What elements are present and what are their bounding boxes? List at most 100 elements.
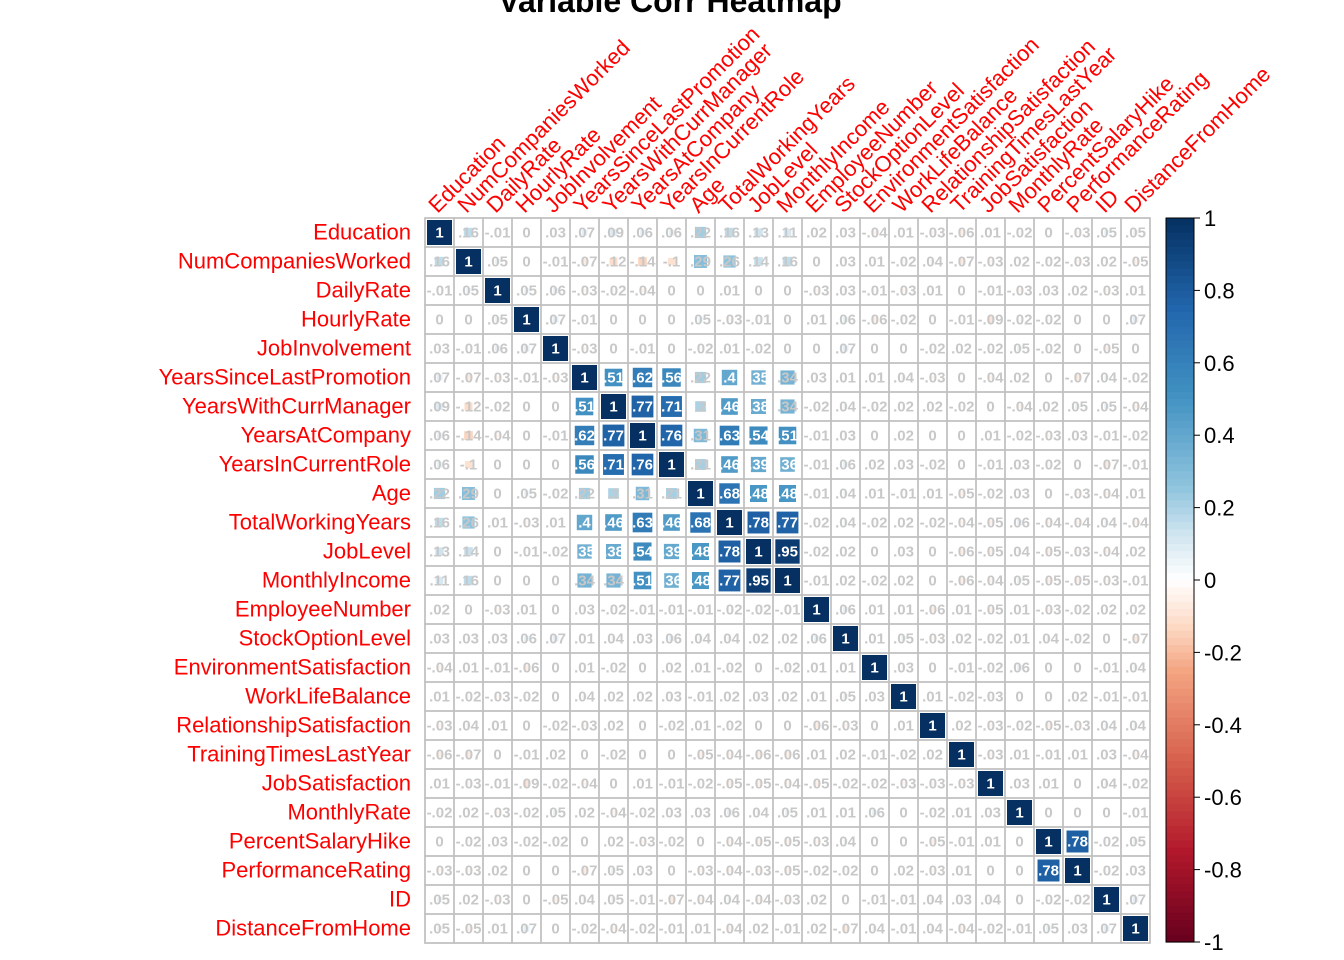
heatmap-cell (522, 924, 531, 933)
cell-value-label: .01 (922, 283, 943, 300)
cell-value-label: -.07 (833, 921, 859, 938)
heatmap-cell (694, 458, 707, 471)
colorbar-segment (1166, 710, 1194, 719)
cell-value-label: -.02 (1123, 428, 1149, 445)
cell-value-label: -.06 (804, 718, 830, 735)
row-label: PerformanceRating (221, 858, 411, 883)
heatmap-cell (900, 780, 907, 787)
heatmap-cell (1046, 404, 1051, 409)
heatmap-cell (640, 607, 645, 612)
heatmap-cell (755, 896, 762, 903)
cell-value-label: 0 (1044, 805, 1052, 822)
cell-value-label: -.02 (717, 660, 743, 677)
heatmap-cell (1016, 780, 1023, 787)
cell-value-label: -.01 (949, 834, 975, 851)
cell-value-label: 0 (754, 660, 762, 677)
heatmap-cell (1132, 664, 1139, 671)
heatmap-cell (669, 665, 674, 670)
cell-value-label: -.01 (804, 457, 830, 474)
heatmap-cell (872, 752, 877, 757)
heatmap-cell (841, 344, 850, 353)
heatmap-cell (726, 896, 733, 903)
cell-value-label: -.02 (746, 602, 772, 619)
colorbar-segment (1166, 312, 1194, 320)
heatmap-cell (436, 664, 443, 671)
colorbar-segment (1166, 449, 1194, 458)
colorbar-segment (1166, 739, 1194, 748)
heatmap-cell (495, 665, 500, 670)
cell-value-label: .06 (719, 805, 740, 822)
heatmap-cell (841, 924, 850, 933)
colorbar-segment (1166, 847, 1194, 856)
cell-value-label: .02 (632, 689, 653, 706)
cell-value-label: .04 (1096, 718, 1118, 735)
cell-value-label: -.01 (1036, 747, 1062, 764)
cell-value-label: -.02 (456, 689, 482, 706)
heatmap-cell (753, 227, 764, 238)
heatmap-cell (435, 460, 444, 469)
colorbar-segment (1166, 239, 1194, 248)
heatmap-cell (1075, 636, 1080, 641)
row-label: TrainingTimesLastYear (187, 742, 411, 767)
heatmap-cell (929, 229, 936, 236)
heatmap-cell (698, 665, 703, 670)
cell-value-label: .03 (545, 225, 566, 242)
heatmap-cell (727, 607, 732, 612)
cell-value-label: -.03 (978, 718, 1004, 735)
cell-value-label: .01 (574, 660, 595, 677)
cell-value-label: 1 (754, 544, 762, 561)
cell-value-label: .05 (1096, 225, 1117, 242)
heatmap-cell (959, 868, 964, 873)
heatmap-cell (727, 665, 732, 670)
cell-value-label: .02 (661, 660, 682, 677)
cell-value-label: -.02 (543, 544, 569, 561)
cell-value-label: 0 (1044, 225, 1052, 242)
heatmap-cell (639, 867, 646, 874)
cell-value-label: 0 (522, 428, 530, 445)
heatmap-cell (610, 896, 617, 903)
heatmap-cell (665, 487, 678, 500)
cell-value-label: 0 (812, 341, 820, 358)
heatmap-cell (552, 374, 559, 381)
heatmap-cell (959, 317, 964, 322)
heatmap-cell (697, 316, 704, 323)
cell-value-label: .02 (806, 225, 827, 242)
cell-value-label: -.02 (920, 457, 946, 474)
heatmap-cell (756, 926, 761, 931)
cell-value-label: .03 (632, 863, 653, 880)
heatmap-cell (1133, 549, 1138, 554)
heatmap-cell (872, 520, 877, 525)
heatmap-cell (901, 317, 906, 322)
cell-value-label: -.03 (978, 254, 1004, 271)
heatmap-cell (988, 926, 993, 931)
heatmap-cell (551, 315, 560, 324)
heatmap-cell (930, 288, 935, 293)
cell-value-label: .01 (864, 254, 885, 271)
cell-value-label: -.02 (485, 399, 511, 416)
heatmap-cell (602, 453, 625, 476)
heatmap-cell (609, 228, 618, 237)
cell-value-label: 0 (1015, 689, 1023, 706)
cell-value-label: -.07 (572, 254, 598, 271)
heatmap-cell (1075, 897, 1080, 902)
heatmap-cell (784, 838, 791, 845)
cell-value-label: .03 (487, 631, 508, 648)
cell-value-label: .46 (719, 457, 740, 474)
heatmap-cell (582, 810, 587, 815)
heatmap-cell (693, 370, 708, 385)
cell-value-label: .05 (690, 312, 711, 329)
cell-value-label: .16 (719, 225, 740, 242)
cell-value-label: 0 (783, 283, 791, 300)
heatmap-cell (659, 423, 684, 448)
color-legend: 1 0.8 0.6 0.4 0.2 0 -0.2 -0.4 -0.6 -0.8 -1 (1165, 206, 1242, 955)
cell-value-label: -.02 (1094, 834, 1120, 851)
heatmap-cell (1017, 636, 1022, 641)
cell-value-label: -.03 (572, 283, 598, 300)
heatmap-cell (814, 897, 819, 902)
heatmap-cell (930, 491, 935, 496)
heatmap-cell (987, 751, 994, 758)
heatmap-cell (463, 459, 474, 470)
colorbar-segment (1166, 406, 1194, 415)
heatmap-cell (524, 375, 529, 380)
cell-value-label: -.03 (717, 312, 743, 329)
